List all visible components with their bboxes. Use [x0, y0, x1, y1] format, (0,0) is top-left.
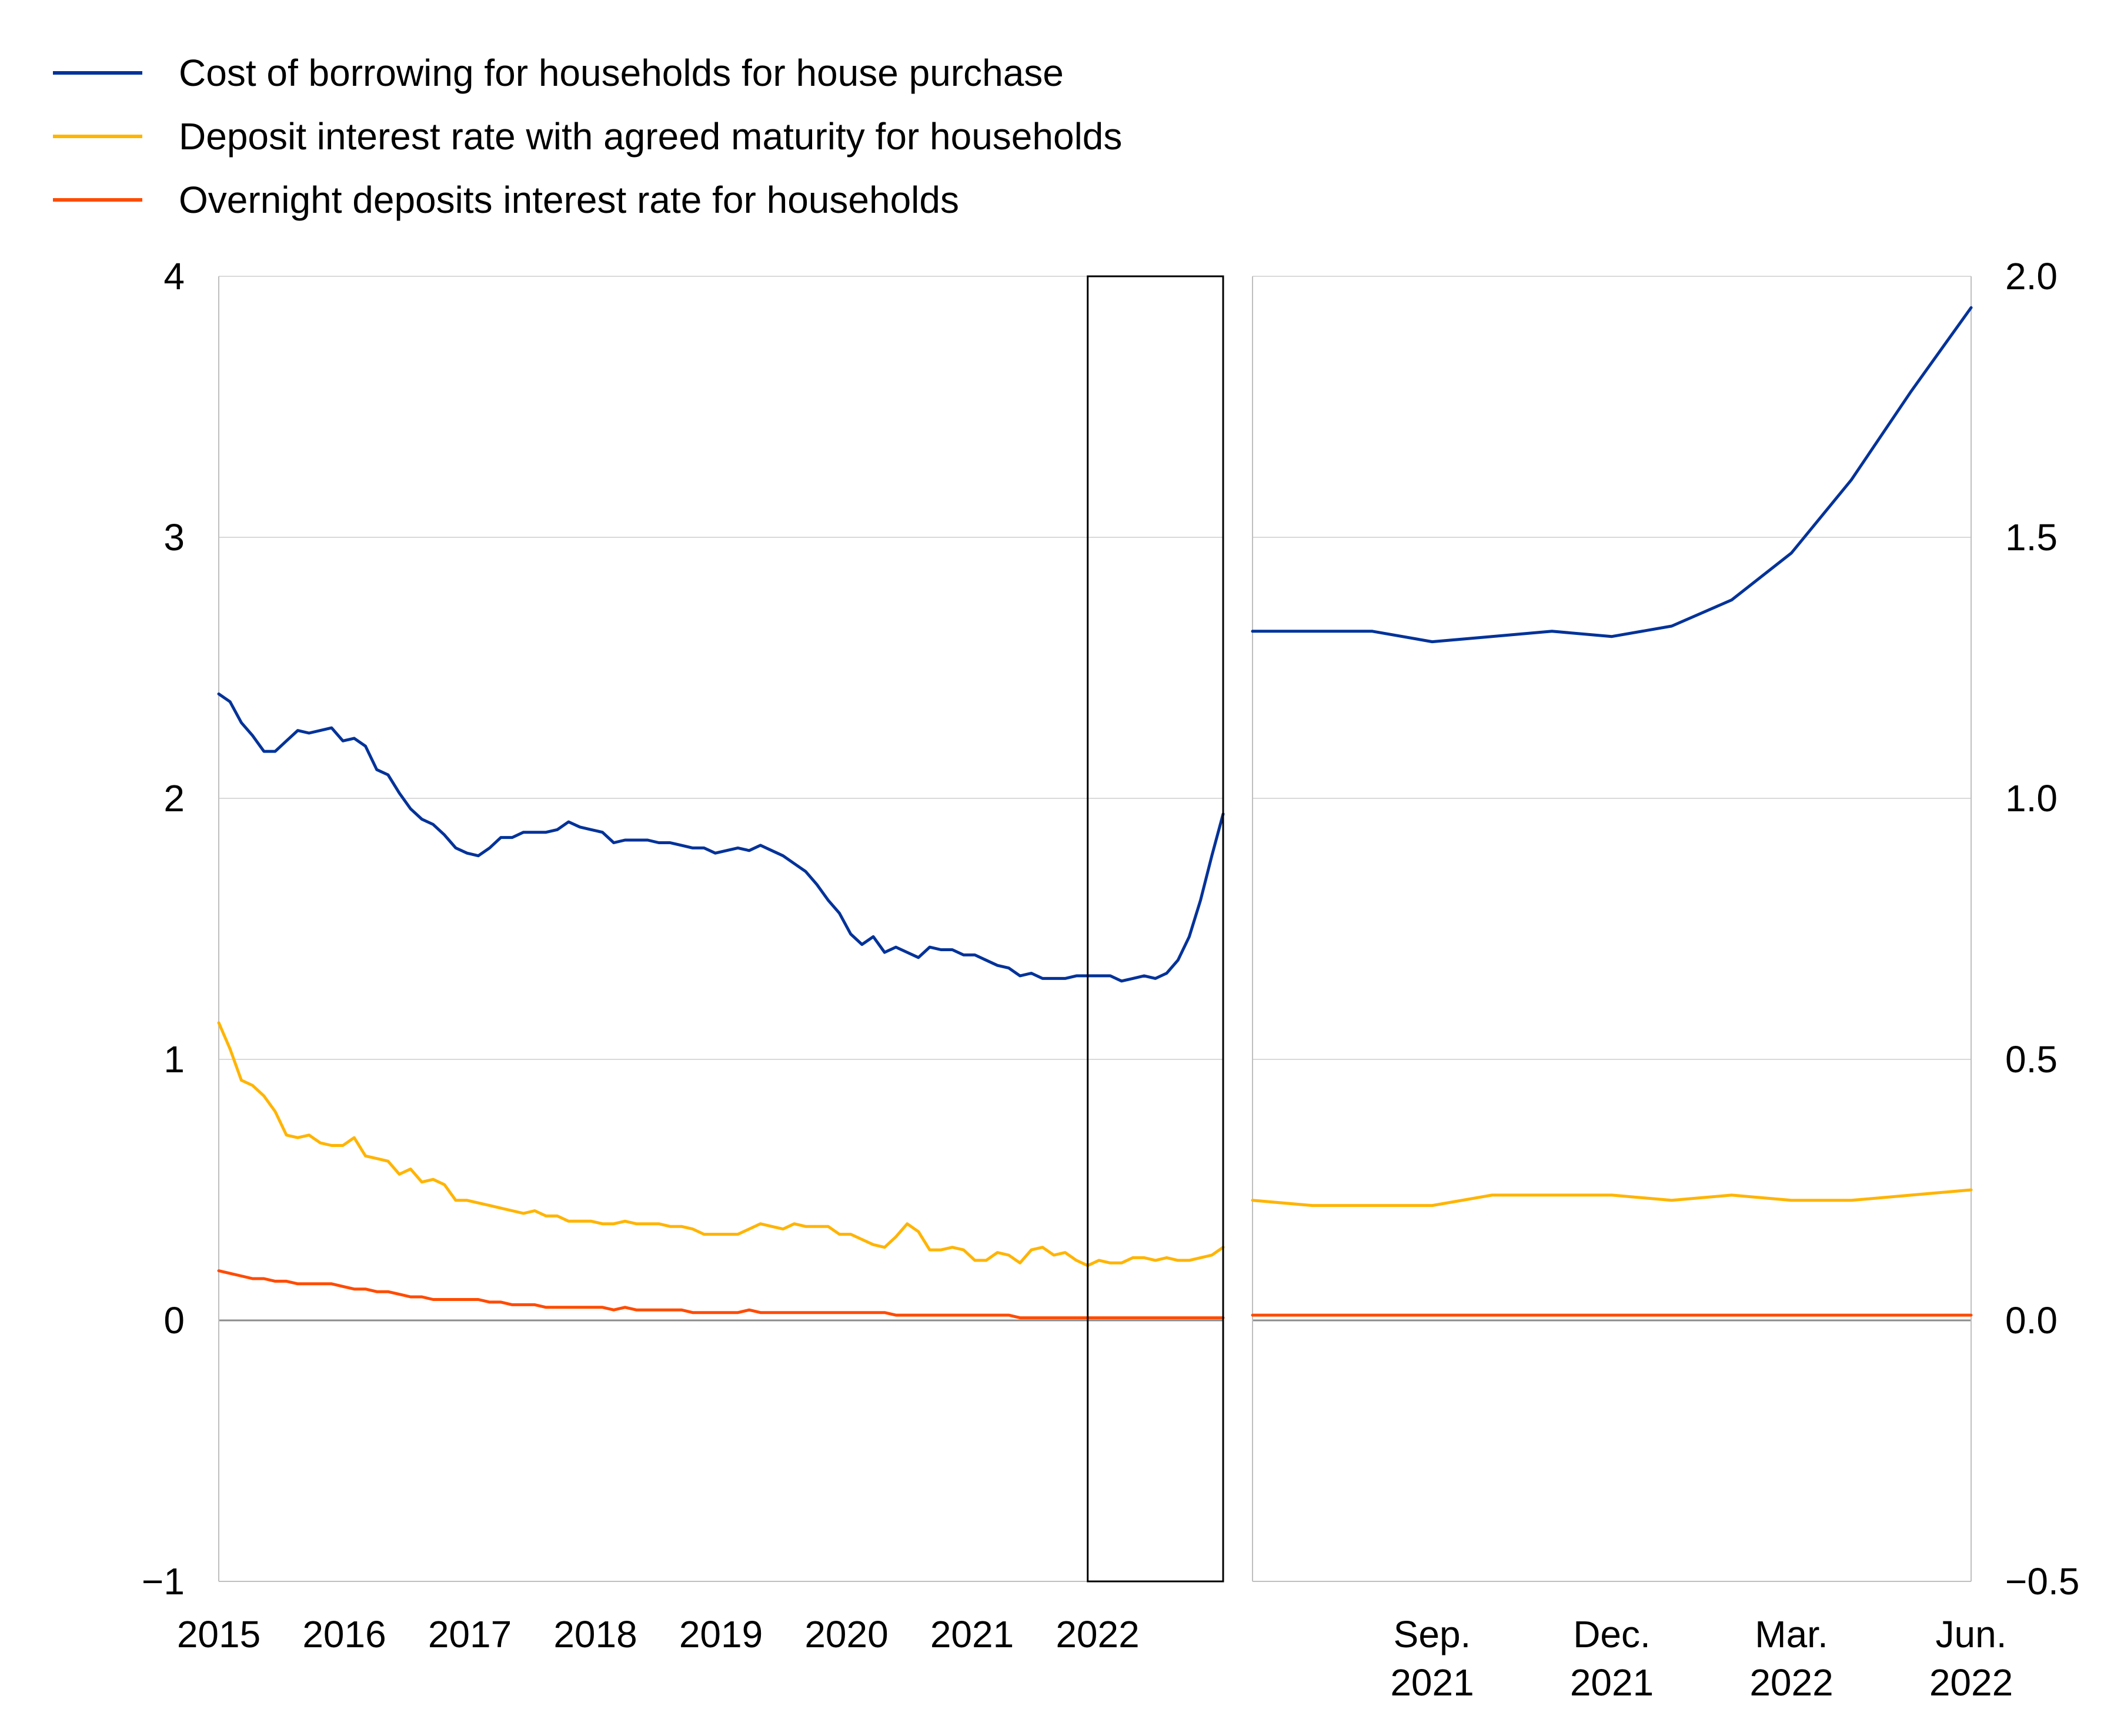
legend-item-agreed-maturity: Deposit interest rate with agreed maturi…	[53, 105, 1122, 168]
series-line-borrowing	[217, 692, 1225, 983]
x-tick-label: 2016	[302, 1613, 386, 1655]
legend-label-overnight: Overnight deposits interest rate for hou…	[179, 179, 959, 221]
x-tick-label: 2017	[428, 1613, 512, 1655]
panel-left: −1 0 1 2 3 4 2015 2016 2017 2018 2019 2020 2021 2022	[142, 255, 1225, 1655]
x-tick-label: 2022	[1749, 1661, 1833, 1704]
x-tick-label: Dec.	[1573, 1613, 1651, 1655]
series-line-agreed-maturity	[217, 1021, 1225, 1267]
x-tick-label: 2018	[553, 1613, 637, 1655]
legend-item-overnight: Overnight deposits interest rate for hou…	[53, 168, 1122, 232]
x-tick-label: 2021	[1390, 1661, 1474, 1704]
series-line-overnight	[217, 1269, 1225, 1320]
y-tick-label: 4	[163, 255, 185, 297]
x-tick-label: 2019	[679, 1613, 763, 1655]
y-tick-label: 1.0	[2005, 777, 2058, 820]
legend-swatch-borrowing	[53, 71, 142, 75]
legend-label-agreed-maturity: Deposit interest rate with agreed maturi…	[179, 115, 1123, 158]
panel-right: −0.5 0.0 0.5 1.0 1.5 2.0 Sep. 2021 Dec. 2021 Mar. 2…	[1251, 255, 2079, 1704]
y-tick-label: 2.0	[2005, 255, 2058, 297]
zoom-highlight-box	[1087, 275, 1224, 1583]
legend-label-borrowing: Cost of borrowing for households for hou…	[179, 52, 1064, 94]
legend-swatch-agreed-maturity	[53, 135, 142, 138]
x-tick-label: 2022	[1056, 1613, 1139, 1655]
series-line-borrowing	[1251, 306, 1973, 644]
y-tick-label: 0.0	[2005, 1299, 2058, 1342]
x-tick-label: 2022	[1929, 1661, 2013, 1704]
y-tick-label: 2	[163, 777, 185, 820]
legend-swatch-overnight	[53, 198, 142, 202]
y-tick-label: 0.5	[2005, 1038, 2058, 1081]
x-tick-label: 2020	[804, 1613, 888, 1655]
y-tick-label: −1	[142, 1560, 185, 1603]
y-tick-label: 1	[163, 1038, 185, 1081]
x-tick-label: 2015	[177, 1613, 261, 1655]
y-tick-label: −0.5	[2005, 1560, 2079, 1603]
y-tick-label: 1.5	[2005, 516, 2058, 558]
x-tick-label: Sep.	[1394, 1613, 1471, 1655]
x-tick-label: 2021	[1570, 1661, 1654, 1704]
y-tick-label: 0	[163, 1299, 185, 1342]
x-tick-label: Jun.	[1936, 1613, 2007, 1655]
x-tick-label: Mar.	[1755, 1613, 1828, 1655]
legend-item-borrowing: Cost of borrowing for households for hou…	[53, 41, 1122, 105]
x-tick-label: 2021	[930, 1613, 1014, 1655]
legend: Cost of borrowing for households for hou…	[53, 41, 1122, 232]
y-tick-label: 3	[163, 516, 185, 558]
series-line-agreed-maturity	[1251, 1188, 1973, 1207]
